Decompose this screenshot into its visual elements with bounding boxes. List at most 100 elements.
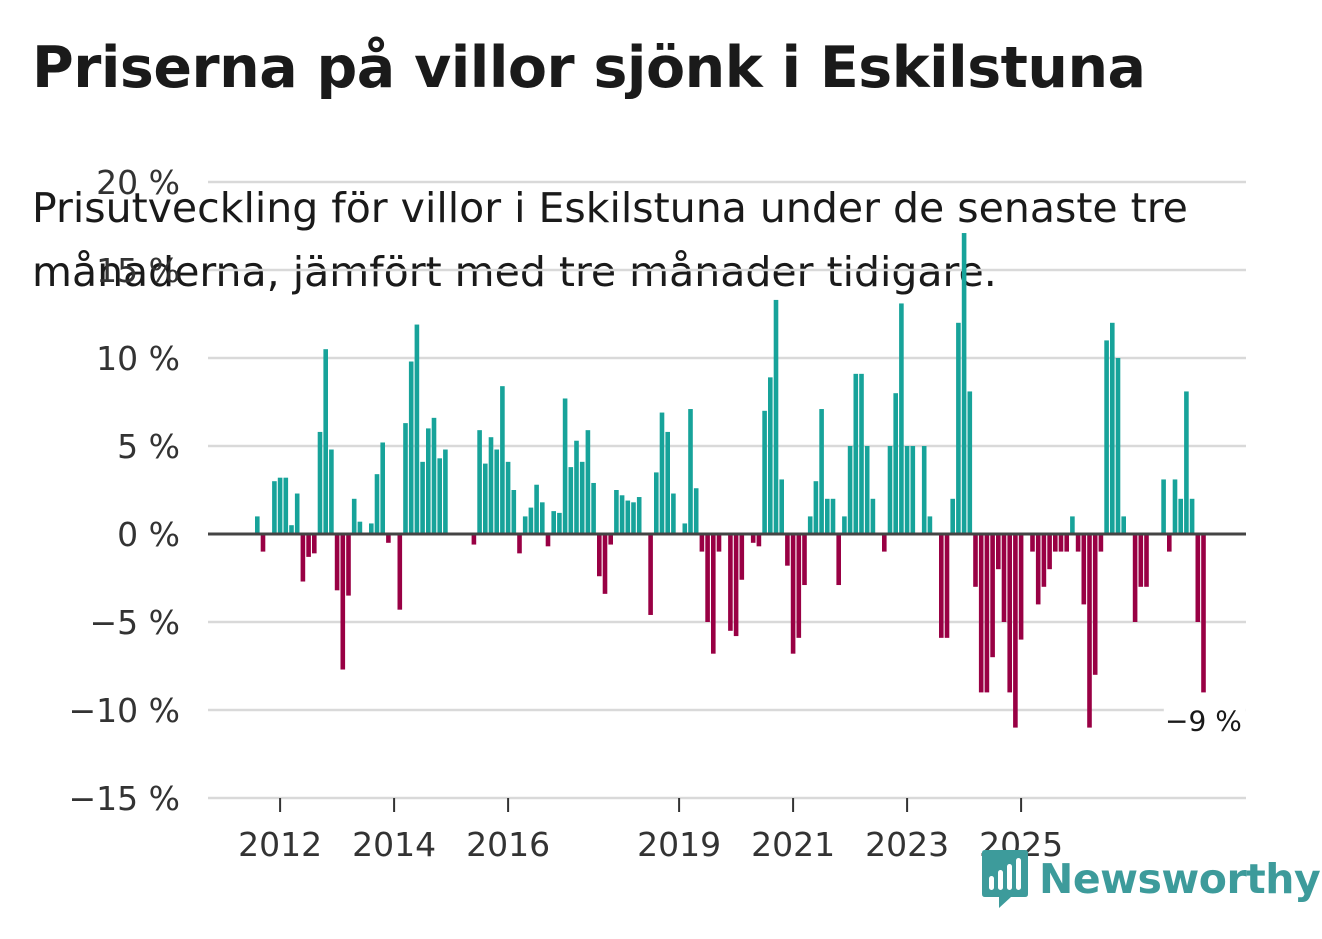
bar — [1121, 516, 1126, 534]
bar — [768, 377, 773, 534]
bar — [346, 534, 351, 596]
bar — [500, 386, 505, 534]
x-tick-label: 2014 — [352, 825, 436, 864]
bar — [591, 482, 596, 534]
bar — [340, 534, 346, 670]
bar — [574, 440, 579, 534]
chart-title: Priserna på villor sjönk i Eskilstuna — [32, 35, 1146, 101]
bar — [283, 477, 289, 534]
bar — [1081, 534, 1087, 605]
bar — [1110, 322, 1115, 534]
x-tick-label: 2012 — [238, 825, 322, 864]
bar — [317, 431, 323, 534]
brand-name: Newsworthy — [1039, 855, 1321, 903]
bar — [431, 417, 437, 534]
bar — [420, 461, 425, 534]
bar — [625, 500, 631, 534]
bar — [1001, 534, 1007, 622]
bar — [528, 507, 534, 534]
bar — [540, 502, 545, 534]
bar — [1047, 534, 1052, 570]
bar — [602, 534, 608, 594]
bar — [927, 516, 933, 534]
bar — [488, 437, 494, 534]
bar — [1070, 516, 1075, 534]
bar — [716, 534, 722, 552]
bar — [711, 534, 716, 654]
bar — [693, 488, 699, 534]
bar — [859, 373, 864, 534]
last-value-label: −9 % — [1165, 704, 1242, 737]
bar — [294, 493, 300, 534]
bar — [483, 463, 488, 534]
bar — [329, 449, 334, 534]
bar — [750, 534, 756, 543]
bar — [312, 534, 317, 554]
bar — [1172, 479, 1178, 534]
y-tick-label: 5 % — [117, 427, 180, 466]
bar — [1167, 534, 1172, 552]
bar — [386, 534, 391, 543]
bar — [1138, 534, 1144, 587]
bar — [1092, 534, 1098, 675]
bar — [437, 458, 442, 534]
annotation-bg — [1163, 702, 1246, 739]
bar — [773, 299, 779, 534]
bar — [688, 409, 693, 534]
bar — [522, 516, 528, 534]
x-tick-label: 2023 — [865, 825, 949, 864]
bar — [1201, 534, 1206, 693]
bar — [1013, 534, 1018, 728]
bar — [950, 498, 955, 534]
brand-logo: Newsworthy — [981, 848, 1321, 910]
y-tick-label: 15 % — [96, 251, 180, 290]
bar — [961, 233, 967, 535]
bar — [904, 446, 910, 534]
y-tick-label: −10 % — [69, 691, 181, 730]
bar — [397, 534, 403, 610]
bar — [1075, 534, 1081, 552]
bar — [414, 324, 420, 534]
y-tick-label: 0 % — [117, 515, 180, 554]
bar — [756, 534, 762, 547]
bar — [779, 479, 784, 534]
bar — [984, 534, 990, 693]
bar — [870, 498, 876, 534]
bar — [1058, 534, 1064, 552]
bar — [1030, 534, 1035, 552]
y-axis: 20 % 15 % 10 % 5 % 0 % −5 % −10 % −15 % — [69, 163, 181, 818]
bar — [1115, 358, 1121, 534]
bar — [944, 534, 950, 638]
y-tick-label: 10 % — [96, 339, 180, 378]
bar — [802, 534, 807, 586]
bar — [403, 423, 408, 534]
bar — [289, 525, 294, 534]
bar — [562, 398, 568, 534]
bar — [1064, 534, 1069, 552]
bar — [471, 534, 477, 545]
bar — [323, 349, 328, 534]
bar — [568, 467, 574, 534]
bar — [853, 373, 859, 534]
bar — [306, 534, 311, 557]
bar — [260, 534, 266, 552]
bar — [1087, 534, 1092, 728]
bar — [733, 534, 739, 637]
bar — [426, 428, 431, 534]
bar — [847, 446, 853, 534]
bar — [1035, 534, 1041, 605]
y-tick-label: 20 % — [96, 163, 180, 202]
bar — [545, 534, 551, 547]
bar — [682, 523, 688, 534]
bar — [557, 512, 562, 534]
bar — [619, 495, 625, 534]
bar — [636, 497, 642, 534]
x-tick-label: 2021 — [751, 825, 835, 864]
bar — [671, 493, 676, 534]
bar — [534, 484, 539, 534]
bar — [973, 534, 978, 587]
x-tick-label: 2016 — [466, 825, 550, 864]
bar — [477, 430, 482, 534]
bar — [659, 412, 665, 534]
